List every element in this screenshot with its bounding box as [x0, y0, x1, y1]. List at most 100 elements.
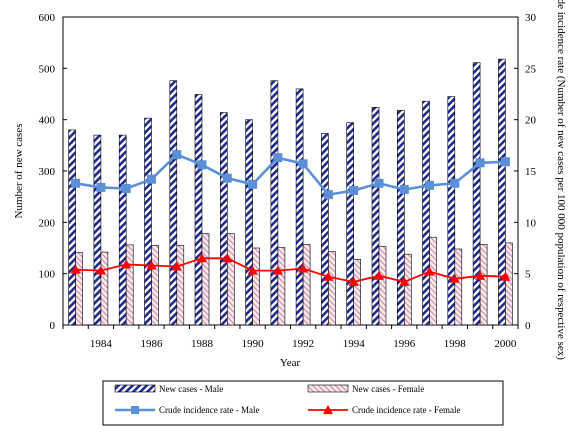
- y-tick-label: 100: [39, 269, 56, 281]
- bar-female: [429, 236, 437, 326]
- y-tick-label: 200: [39, 217, 56, 229]
- point-male-rate: [222, 173, 232, 183]
- point-male-rate: [475, 158, 485, 168]
- legend-label-male-line: Crude incidence rate - Male: [159, 405, 259, 415]
- y2-tick-label: 0: [525, 320, 531, 332]
- y2-tick-label: 30: [525, 12, 537, 24]
- bar-male: [144, 117, 152, 326]
- x-tick-label: 1994: [343, 338, 366, 350]
- bar-female: [252, 247, 260, 326]
- bar-female: [479, 244, 488, 326]
- bar-female: [277, 247, 286, 326]
- bar-female: [75, 252, 83, 326]
- bar-female: [302, 244, 311, 326]
- point-female-rate: [146, 260, 157, 270]
- axes-group: 0 100 200 300 400 500 600 0 5 10 15 20 25 30 1984 1986 1…: [39, 12, 537, 350]
- point-male-rate: [374, 178, 384, 188]
- point-female-rate: [298, 263, 309, 273]
- point-female-rate: [95, 265, 106, 275]
- x-tick-label: 2000: [494, 338, 517, 350]
- bar-male: [371, 107, 380, 326]
- bar-male: [321, 133, 329, 326]
- point-female-rate: [500, 271, 511, 281]
- point-male-rate: [399, 185, 409, 194]
- x-axis-title: Year: [280, 357, 301, 369]
- bar-male: [447, 96, 456, 326]
- bar-female: [378, 246, 387, 326]
- y2-tick-label: 25: [525, 63, 537, 75]
- bars-group: [68, 58, 513, 326]
- bar-male: [194, 94, 203, 326]
- x-tick-label: 1988: [191, 338, 214, 350]
- point-female-rate: [374, 270, 384, 280]
- bar-male: [472, 62, 481, 326]
- legend-marker-female-line: [323, 405, 333, 414]
- legend-label-female-line: Crude incidence rate - Female: [352, 405, 460, 415]
- y2-tick-label: 15: [525, 166, 537, 178]
- point-male-rate: [323, 190, 333, 200]
- x-tick-label: 1996: [393, 338, 416, 350]
- point-male-rate: [349, 186, 359, 195]
- point-female-rate: [171, 261, 182, 271]
- legend-swatch-female-bar: [307, 384, 349, 393]
- point-male-rate: [425, 180, 434, 190]
- bar-male: [498, 58, 506, 326]
- bar-female: [505, 242, 513, 326]
- bar-male: [346, 122, 355, 326]
- legend-label-female-bar: New cases - Female: [352, 384, 424, 394]
- y2-axis-title: Crude incidence rate (Number of new case…: [555, 0, 567, 360]
- bar-male: [422, 100, 430, 326]
- point-male-rate: [147, 174, 156, 184]
- point-female-rate: [121, 259, 132, 269]
- point-female-rate: [399, 276, 410, 286]
- point-male-rate: [248, 179, 258, 189]
- y-tick-label: 600: [39, 12, 56, 24]
- point-female-rate: [247, 265, 258, 275]
- bar-female: [201, 233, 210, 326]
- point-male-rate: [96, 182, 106, 192]
- y-tick-label: 0: [50, 320, 56, 332]
- legend-marker-male-line: [131, 406, 139, 414]
- bar-female: [100, 251, 109, 326]
- x-tick-label: 1998: [444, 338, 467, 350]
- point-male-rate: [71, 178, 81, 188]
- bar-female: [454, 248, 463, 326]
- point-female-rate: [323, 271, 334, 281]
- point-female-rate: [222, 253, 233, 263]
- x-tick-label: 1990: [242, 338, 265, 350]
- point-female-rate: [70, 264, 81, 274]
- point-male-rate: [500, 157, 510, 167]
- line-female-rate: [75, 257, 506, 283]
- y2-tick-label: 10: [525, 217, 537, 229]
- point-male-rate: [197, 160, 207, 170]
- y-tick-label: 300: [39, 166, 56, 178]
- bar-female: [151, 245, 159, 326]
- point-female-rate: [424, 266, 435, 276]
- bar-male: [118, 134, 127, 326]
- bar-male: [295, 88, 304, 326]
- bar-female: [176, 245, 185, 326]
- lines-group: [70, 150, 511, 286]
- bar-male: [220, 112, 228, 326]
- point-male-rate: [121, 184, 131, 193]
- bar-female: [227, 233, 235, 326]
- y-tick-label: 500: [39, 63, 56, 75]
- bar-male: [270, 80, 279, 326]
- x-tick-label: 1984: [90, 338, 113, 350]
- line-male-rate: [75, 153, 506, 197]
- bar-female: [353, 258, 362, 326]
- bar-male: [169, 80, 178, 326]
- x-tick-label: 1986: [140, 338, 163, 350]
- y-axis-title: Number of new cases: [13, 124, 25, 219]
- legend-label-male-bar: New cases - Male: [159, 384, 223, 394]
- y2-tick-label: 5: [525, 269, 531, 281]
- bar-male: [68, 129, 76, 326]
- y-tick-label: 400: [39, 115, 56, 127]
- bar-female: [403, 253, 412, 326]
- y2-tick-label: 20: [525, 115, 537, 127]
- point-female-rate: [348, 276, 359, 286]
- legend-box: [102, 380, 504, 426]
- x-tick-label: 1992: [292, 338, 314, 350]
